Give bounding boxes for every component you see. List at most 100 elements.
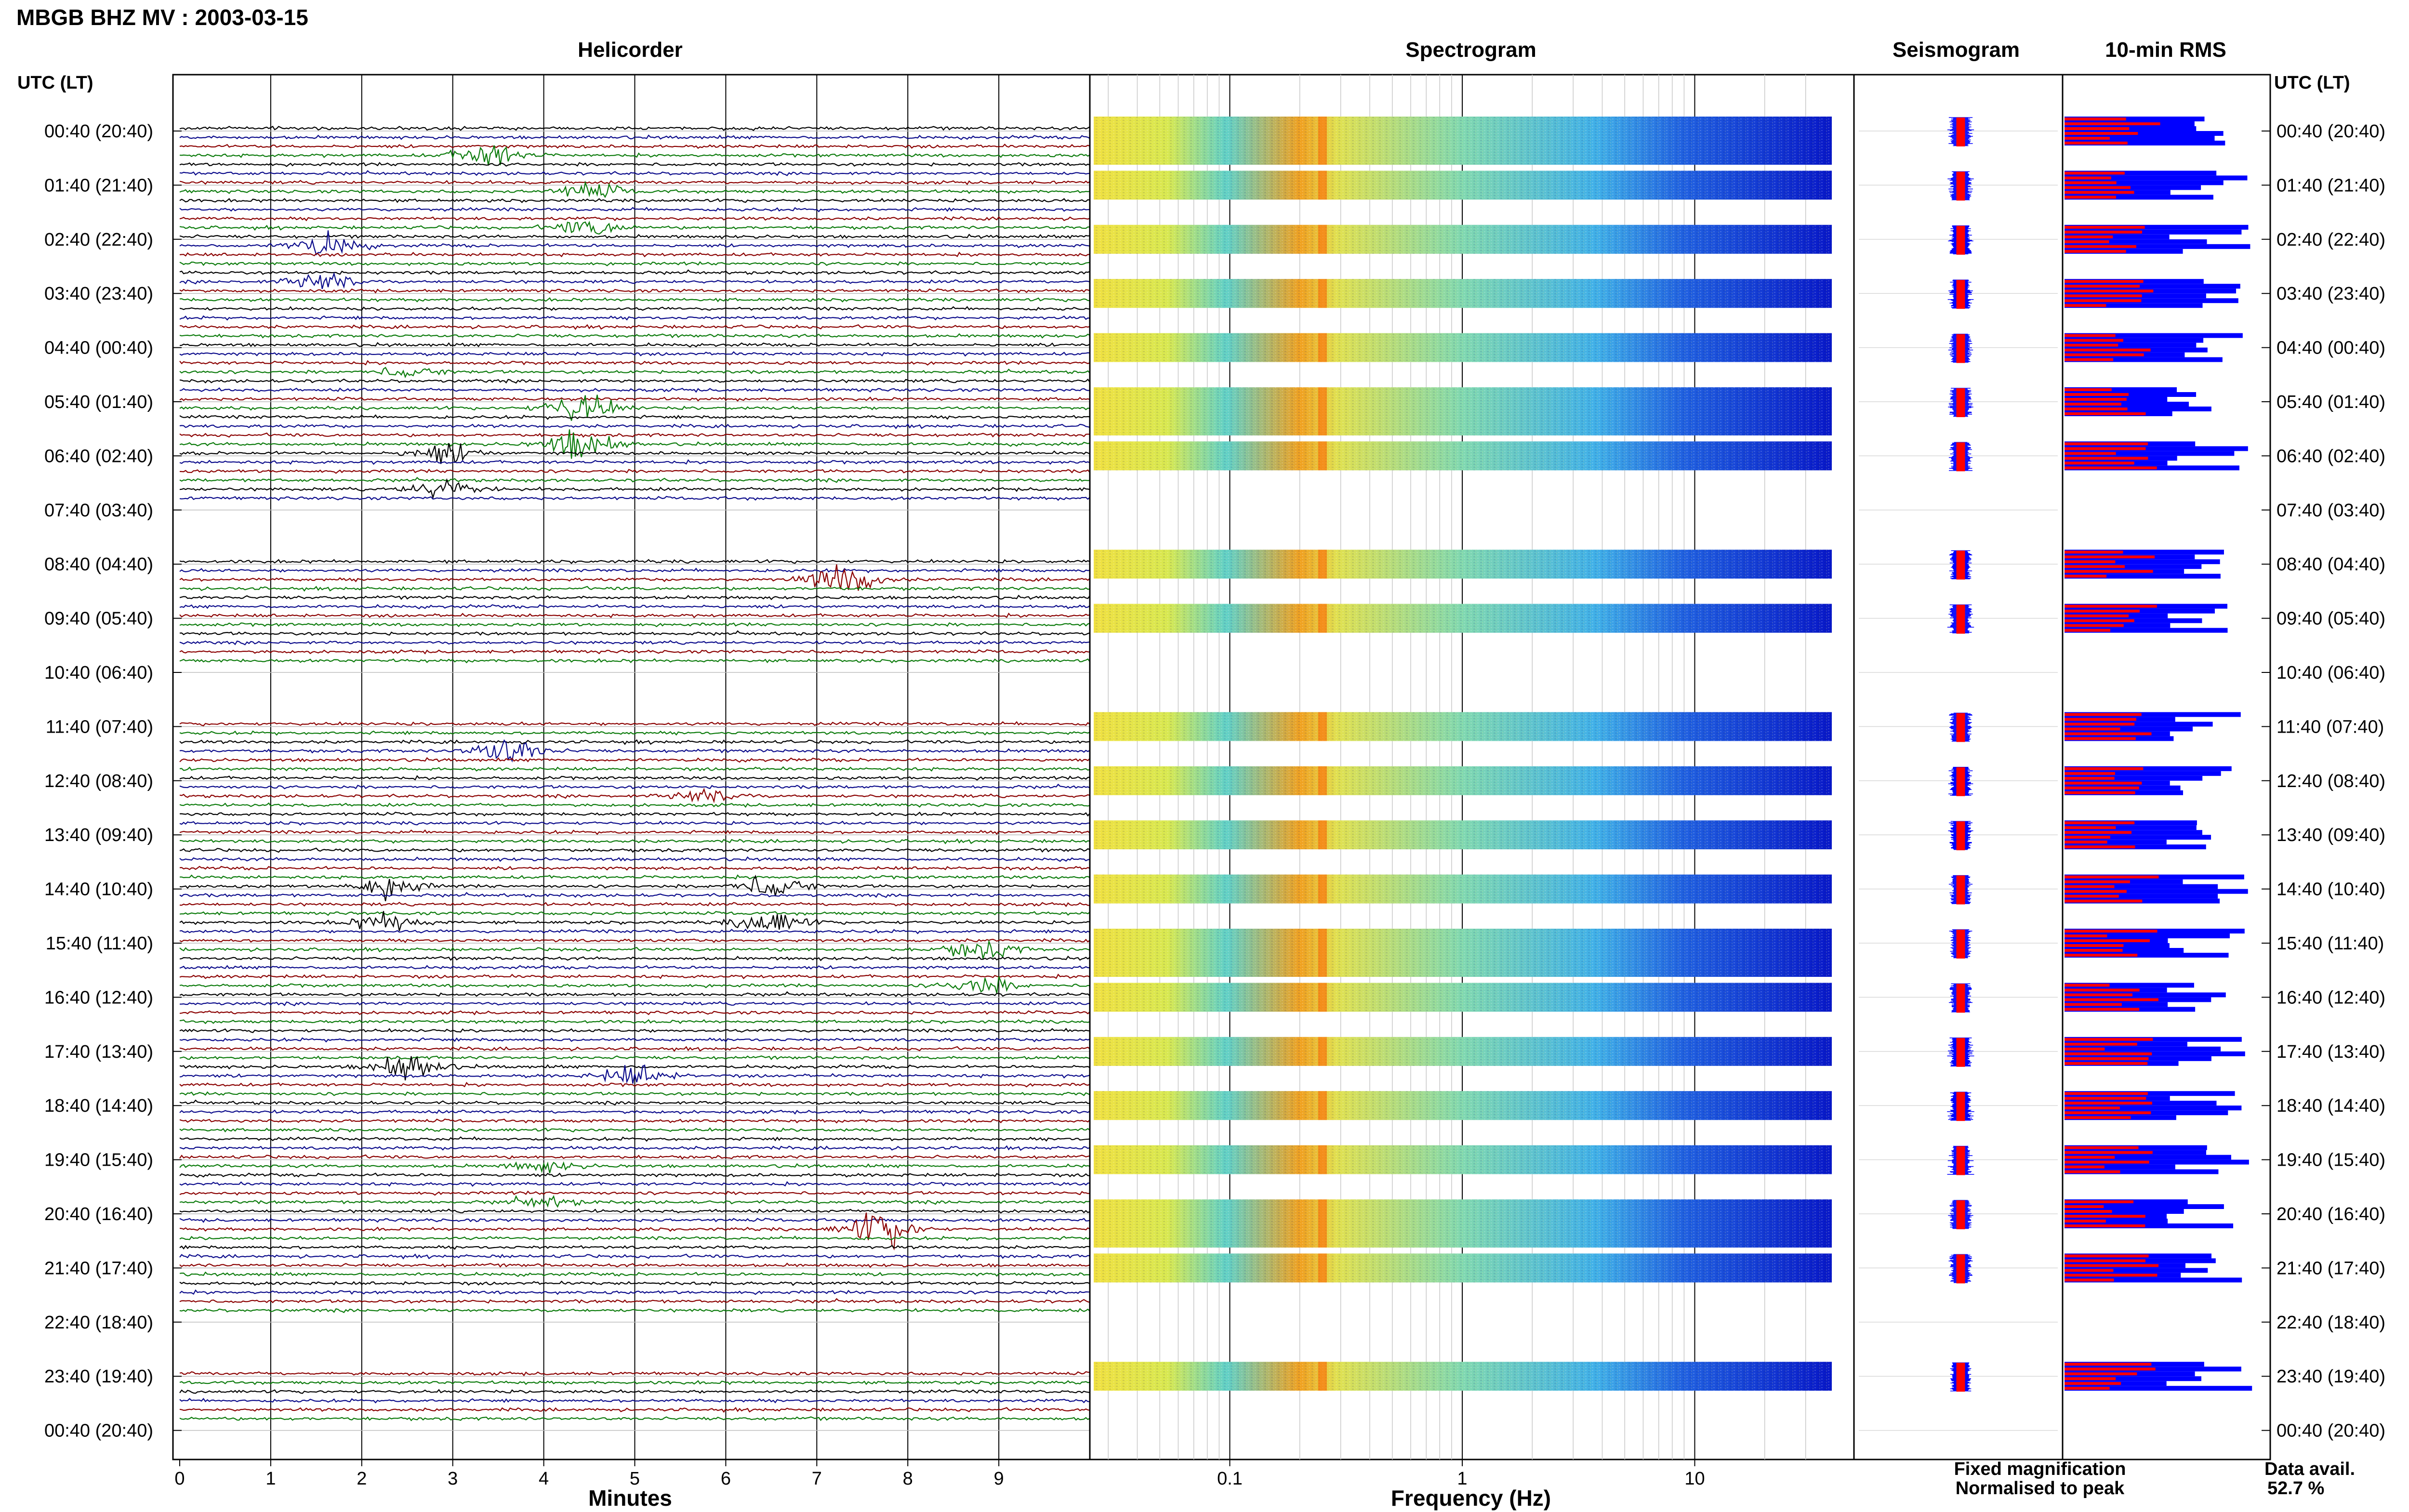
rms-normalised-bar bbox=[2065, 614, 2129, 618]
rms-normalised-bar bbox=[2065, 767, 2144, 770]
time-label-left: 19:40 (15:40) bbox=[44, 1150, 153, 1170]
rms-normalised-bar bbox=[2065, 1092, 2148, 1095]
minute-tick-label: 5 bbox=[630, 1469, 640, 1489]
rms-fixed-bar bbox=[2065, 402, 2189, 407]
rms-normalised-bar bbox=[2065, 718, 2136, 721]
seismogram-normalised-trace bbox=[1956, 1038, 1965, 1067]
rms-normalised-bar bbox=[2065, 447, 2146, 450]
rms-normalised-bar bbox=[2065, 334, 2116, 337]
helicorder-trace bbox=[179, 1407, 1090, 1413]
time-label-right: 21:40 (17:40) bbox=[2277, 1258, 2385, 1278]
helicorder-trace bbox=[179, 180, 1090, 185]
rms-normalised-bar bbox=[2065, 398, 2127, 401]
time-label-right: 23:40 (19:40) bbox=[2277, 1367, 2385, 1387]
rms-fixed-bar bbox=[2065, 992, 2226, 998]
helicorder-trace bbox=[179, 811, 1090, 817]
rms-normalised-bar bbox=[2065, 196, 2116, 199]
spectrogram-texture bbox=[1094, 1037, 1832, 1066]
rms-normalised-bar bbox=[2065, 235, 2113, 238]
rms-normalised-bar bbox=[2065, 1278, 2114, 1282]
figure-title: MBGB BHZ MV : 2003-03-15 bbox=[16, 5, 308, 30]
helicorder-trace bbox=[179, 1280, 1090, 1286]
spectrogram-texture bbox=[1094, 279, 1832, 308]
helicorder-trace bbox=[179, 730, 1090, 736]
rms-fixed-bar bbox=[2065, 229, 2242, 235]
helicorder-trace bbox=[179, 1245, 1090, 1250]
panel-title-helicorder: Helicorder bbox=[578, 38, 683, 62]
seismogram-normalised-trace bbox=[1956, 442, 1965, 472]
rms-normalised-bar bbox=[2065, 240, 2109, 243]
seismogram-normalised-trace bbox=[1956, 767, 1965, 796]
rms-fixed-bar bbox=[2065, 844, 2206, 850]
helicorder-trace bbox=[179, 315, 1090, 321]
helicorder-trace bbox=[179, 324, 1090, 330]
spectrogram-peak bbox=[1318, 712, 1327, 741]
rms-normalised-bar bbox=[2065, 1052, 2152, 1055]
rms-normalised-bar bbox=[2065, 1372, 2137, 1376]
rms-normalised-bar bbox=[2065, 1200, 2134, 1203]
rms-fixed-bar bbox=[2065, 1046, 2221, 1052]
time-label-left: 14:40 (10:40) bbox=[44, 880, 153, 900]
spectrogram-texture bbox=[1094, 1199, 1832, 1248]
time-label-left: 21:40 (17:40) bbox=[44, 1258, 153, 1278]
rms-fixed-bar bbox=[2065, 303, 2203, 308]
helicorder-trace bbox=[179, 1195, 1090, 1208]
rms-fixed-bar bbox=[2065, 451, 2235, 456]
helicorder-trace bbox=[179, 342, 1090, 348]
helicorder-trace bbox=[179, 911, 1090, 916]
rms-normalised-bar bbox=[2065, 1165, 2105, 1169]
spectrogram-texture bbox=[1094, 604, 1832, 633]
left-axis-header: UTC (LT) bbox=[17, 73, 93, 93]
helicorder-trace bbox=[179, 622, 1090, 628]
time-labels-left: 00:40 (20:40) 01:40 (21:40) 02:40 (22:40) 0… bbox=[44, 121, 153, 1441]
minute-tick-label: 2 bbox=[357, 1469, 367, 1489]
rms-fixed-bar bbox=[2065, 574, 2221, 579]
rms-normalised-bar bbox=[2065, 1047, 2105, 1051]
helicorder-trace bbox=[179, 496, 1090, 501]
rms-normalised-bar bbox=[2065, 885, 2115, 888]
frequency-tick-label: 1 bbox=[1457, 1469, 1467, 1489]
rms-fixed-bar bbox=[2065, 392, 2197, 397]
seismogram-normalised-trace bbox=[1956, 713, 1965, 742]
rms-normalised-bar bbox=[2065, 466, 2157, 470]
rms-normalised-bar bbox=[2065, 1057, 2149, 1060]
seismogram-normalised-trace bbox=[1956, 388, 1965, 417]
helicorder-trace bbox=[179, 443, 1090, 464]
helicorder-trace bbox=[179, 432, 1090, 438]
spectrogram-texture bbox=[1094, 874, 1832, 904]
rms-fixed-bar bbox=[2065, 825, 2197, 830]
rms-normalised-bar bbox=[2065, 388, 2112, 391]
rms-normalised-bar bbox=[2065, 461, 2134, 465]
rms-normalised-bar bbox=[2065, 171, 2125, 175]
rms-normalised-bar bbox=[2065, 393, 2129, 396]
rms-normalised-bar bbox=[2065, 1116, 2131, 1119]
spectrogram-peak bbox=[1318, 983, 1327, 1012]
helicorder-trace bbox=[179, 180, 1090, 198]
rms-normalised-bar bbox=[2065, 1220, 2106, 1223]
helicorder-trace bbox=[179, 333, 1090, 339]
helicorder-trace bbox=[179, 1099, 1090, 1106]
rms-normalised-bar bbox=[2065, 348, 2151, 352]
rms-normalised-bar bbox=[2065, 280, 2144, 283]
helicorder-trace bbox=[179, 757, 1090, 763]
helicorder-trace bbox=[179, 297, 1090, 302]
right-axis-header: UTC (LT) bbox=[2274, 73, 2350, 93]
rms-normalised-bar bbox=[2065, 1215, 2145, 1218]
minute-tick-label: 7 bbox=[812, 1469, 822, 1489]
rms-normalised-bar bbox=[2065, 836, 2110, 839]
rms-normalised-bar bbox=[2065, 343, 2118, 347]
helicorder-trace bbox=[179, 788, 1090, 803]
rms-normalised-bar bbox=[2065, 230, 2143, 234]
helicorder-trace bbox=[179, 162, 1090, 167]
spectrogram-texture bbox=[1094, 441, 1832, 471]
seismogram-normalised-trace bbox=[1956, 225, 1965, 255]
rms-normalised-bar bbox=[2065, 737, 2136, 740]
helicorder-trace bbox=[179, 649, 1090, 655]
helicorder-trace bbox=[179, 1235, 1090, 1241]
time-label-right: 14:40 (10:40) bbox=[2277, 880, 2385, 900]
rms-fixed-bar bbox=[2065, 1204, 2224, 1209]
helicorder-trace bbox=[179, 938, 1090, 944]
rms-normalised-bar bbox=[2065, 624, 2124, 627]
helicorder-trace bbox=[179, 367, 1090, 379]
rms-normalised-bar bbox=[2065, 285, 2140, 288]
